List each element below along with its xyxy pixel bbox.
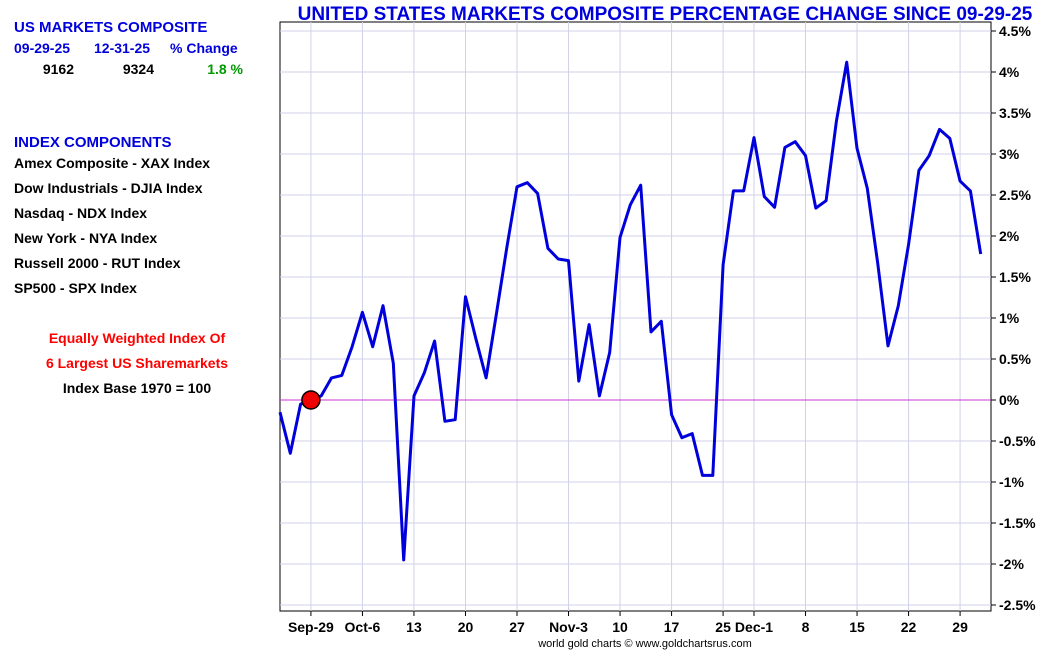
y-tick-label: 2.5%: [999, 187, 1031, 203]
y-tick-label: 1%: [999, 310, 1020, 326]
y-tick-label: -1.5%: [999, 515, 1036, 531]
x-tick-label: 10: [612, 619, 628, 635]
series-layer: [278, 60, 983, 562]
component-item: SP500 - SPX Index: [14, 280, 137, 296]
x-tick-label: 25: [715, 619, 731, 635]
value-change: 1.8 %: [207, 61, 243, 77]
x-tick-label: 22: [901, 619, 917, 635]
x-tick-label: 29: [952, 619, 968, 635]
component-item: New York - NYA Index: [14, 230, 158, 246]
col-end-date: 12-31-25: [94, 40, 151, 56]
y-tick-label: 3.5%: [999, 105, 1031, 121]
x-tick-label: 13: [406, 619, 422, 635]
col-percent-change: % Change: [170, 40, 238, 56]
x-tick-label: 17: [664, 619, 680, 635]
x-tick-label: Oct-6: [345, 619, 381, 635]
component-item: Dow Industrials - DJIA Index: [14, 180, 203, 196]
plot-frame: [279, 21, 992, 612]
component-item: Nasdaq - NDX Index: [14, 205, 148, 221]
component-item: Russell 2000 - RUT Index: [14, 255, 181, 271]
note-six-markets: 6 Largest US Sharemarkets: [45, 355, 229, 371]
series-line: [278, 60, 983, 562]
x-tick-label: Nov-3: [549, 619, 588, 635]
y-tick-label: 2%: [999, 228, 1020, 244]
value-end: 9324: [122, 61, 154, 77]
components-heading: INDEX COMPONENTS: [14, 134, 172, 151]
y-tick-label: -2.5%: [999, 597, 1036, 613]
y-tick-label: 4.5%: [999, 23, 1031, 39]
component-item: Amex Composite - XAX Index: [14, 155, 211, 171]
y-tick-label: -2%: [999, 556, 1024, 572]
axes: 4.5% 4% 3.5% 3% 2.5% 2% 1.5% 1% 0.5% 0% -0.5% -1% -1…: [288, 23, 1036, 635]
x-tick-label: 20: [458, 619, 474, 635]
x-tick-label: Dec-1: [735, 619, 773, 635]
y-tick-label: 4%: [999, 64, 1020, 80]
note-equally-weighted: Equally Weighted Index Of: [48, 330, 226, 346]
panel-heading: US MARKETS COMPOSITE: [14, 19, 208, 36]
y-tick-label: 1.5%: [999, 269, 1031, 285]
x-tick-label: 8: [802, 619, 810, 635]
x-tick-label: Sep-29: [288, 619, 334, 635]
y-tick-label: 0%: [999, 392, 1020, 408]
x-tick-label: 15: [849, 619, 865, 635]
chart-title: UNITED STATES MARKETS COMPOSITE PERCENTA…: [298, 4, 1033, 25]
y-tick-label: 3%: [999, 146, 1020, 162]
start-marker: [301, 390, 321, 410]
y-tick-label: -0.5%: [999, 433, 1036, 449]
y-tick-label: 0.5%: [999, 351, 1031, 367]
y-tick-label: -1%: [999, 474, 1024, 490]
chart-credit: world gold charts © www.goldchartsrus.co…: [537, 638, 752, 650]
value-start: 9162: [42, 61, 74, 77]
info-panel: US MARKETS COMPOSITE 09-29-25 12-31-25 %…: [0, 0, 270, 650]
note-index-base: Index Base 1970 = 100: [62, 380, 212, 396]
col-start-date: 09-29-25: [14, 40, 71, 56]
x-tick-label: 27: [509, 619, 525, 635]
